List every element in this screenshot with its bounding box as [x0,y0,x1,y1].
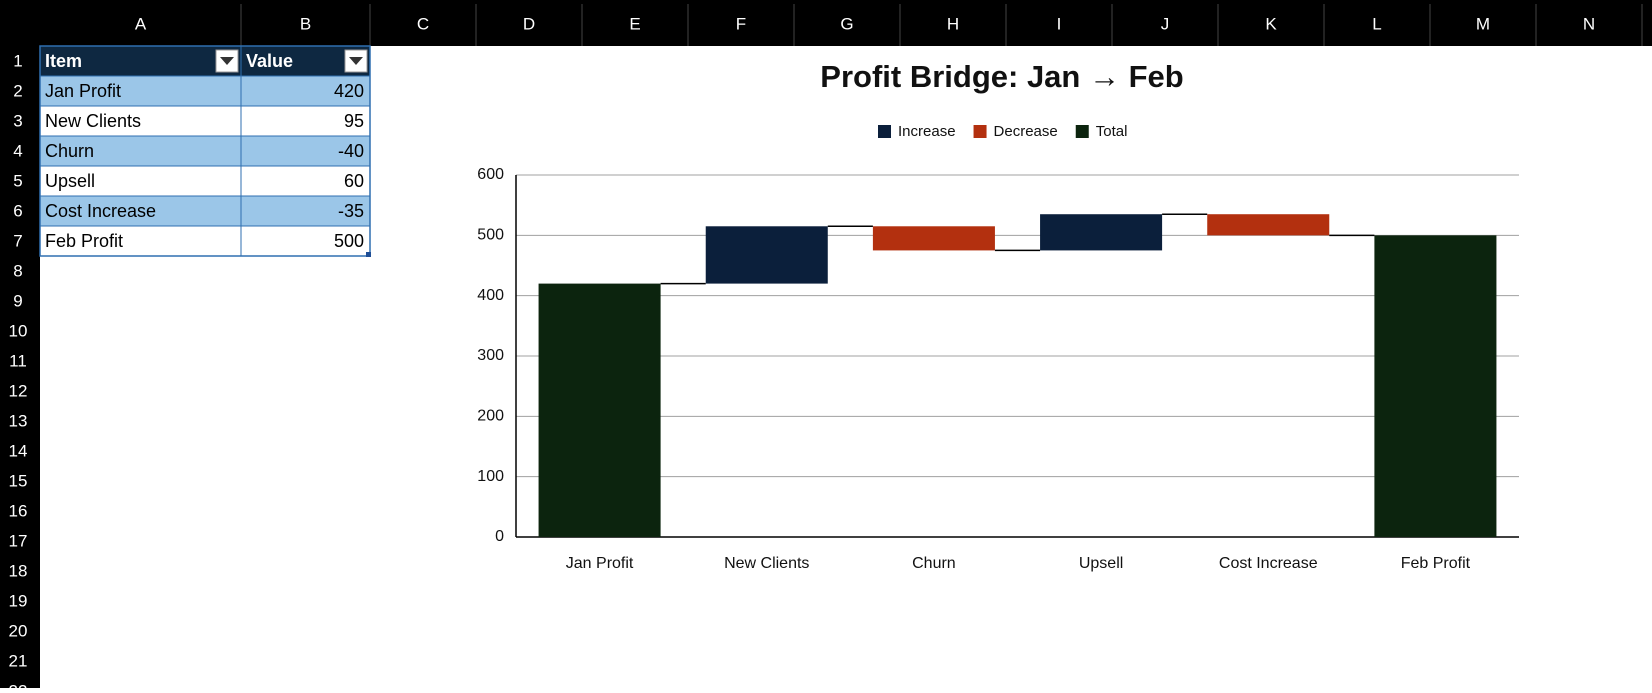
table-cell[interactable]: 500 [334,231,364,251]
bar [705,226,828,284]
resize-handle[interactable] [366,252,371,257]
column-header[interactable]: E [629,14,640,33]
table-row [39,225,371,257]
legend-swatch [878,125,891,138]
y-tick-label: 500 [477,227,504,244]
row-header[interactable]: 9 [13,291,22,310]
column-header[interactable]: B [300,14,311,33]
column-header[interactable]: N [1583,14,1595,33]
row-header[interactable]: 22 [9,681,28,693]
y-tick-label: 300 [477,347,504,364]
row-header[interactable]: 1 [13,51,22,70]
chart-title: Profit Bridge: Jan → Feb [820,59,1183,94]
x-tick-label: Upsell [1079,555,1123,572]
bar [1207,214,1330,236]
table-header: Value [246,51,293,71]
row-header[interactable]: 15 [9,471,28,490]
column-header[interactable]: D [523,14,535,33]
table-header-row [40,46,370,76]
row-header[interactable]: 5 [13,171,22,190]
row-header[interactable]: 17 [9,531,28,550]
legend-label: Increase [898,123,956,140]
x-tick-label: Cost Increase [1219,555,1318,572]
table-cell[interactable]: Churn [45,141,94,161]
y-tick-label: 0 [495,528,504,545]
column-header[interactable]: F [736,14,746,33]
column-header[interactable]: C [417,14,429,33]
column-header-bar [0,0,1652,46]
column-header[interactable]: L [1372,14,1381,33]
row-header[interactable]: 13 [9,411,28,430]
row-header[interactable]: 19 [9,591,28,610]
bar [538,283,661,537]
column-header[interactable]: M [1476,14,1490,33]
row-header[interactable]: 16 [9,501,28,520]
column-header[interactable]: J [1161,14,1170,33]
table-cell[interactable]: -40 [338,141,364,161]
row-header[interactable]: 12 [9,381,28,400]
table-row [39,75,371,107]
row-header[interactable]: 20 [9,621,28,640]
x-tick-label: New Clients [724,555,809,572]
column-header[interactable]: K [1265,14,1277,33]
column-header[interactable]: I [1057,14,1062,33]
x-tick-label: Feb Profit [1401,555,1471,572]
legend-label: Decrease [994,123,1058,140]
row-header[interactable]: 6 [13,201,22,220]
row-header[interactable]: 10 [9,321,28,340]
row-header[interactable]: 8 [13,261,22,280]
row-header[interactable]: 7 [13,231,22,250]
table-cell[interactable]: Feb Profit [45,231,123,251]
table-cell[interactable]: Cost Increase [45,201,156,221]
row-header[interactable]: 11 [9,351,27,370]
y-tick-label: 200 [477,408,504,425]
legend-swatch [973,125,987,138]
bar [872,226,995,251]
filter-arrow [220,57,234,65]
table-cell[interactable]: 95 [344,111,364,131]
column-header[interactable]: A [135,14,147,33]
row-header[interactable]: 18 [9,561,28,580]
table-cell[interactable]: 420 [334,81,364,101]
row-header[interactable]: 21 [9,651,28,670]
row-header-bar [0,46,40,688]
table-row [39,195,371,227]
row-header[interactable]: 2 [13,81,22,100]
table-cell[interactable]: 60 [344,171,364,191]
row-header[interactable]: 3 [13,111,22,130]
table-cell[interactable]: -35 [338,201,364,221]
legend-swatch [1075,125,1089,138]
filter-arrow [349,57,363,65]
table-header: Item [45,51,82,71]
table-border [39,45,371,257]
bar [1374,235,1497,538]
table-cell[interactable]: Upsell [45,171,95,191]
table-cell[interactable]: Jan Profit [45,81,121,101]
legend-label: Total [1096,123,1128,140]
y-tick-label: 600 [477,166,504,183]
table-cell[interactable]: New Clients [45,111,141,131]
row-header[interactable]: 4 [13,141,22,160]
x-tick-label: Jan Profit [566,555,634,572]
y-tick-label: 100 [477,468,504,485]
x-tick-label: Churn [912,555,956,572]
y-tick-label: 400 [477,287,504,304]
bar [1040,214,1163,251]
column-header[interactable]: G [840,14,853,33]
column-header[interactable]: H [947,14,959,33]
row-header[interactable]: 14 [9,441,28,460]
